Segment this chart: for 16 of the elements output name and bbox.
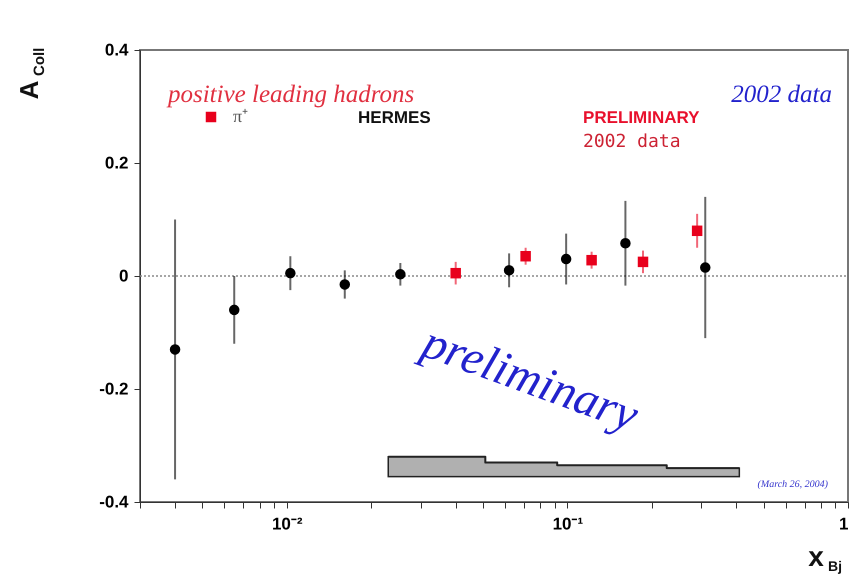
x-tick-label: 10⁻²	[272, 514, 303, 534]
y-tick-label: -0.4	[99, 492, 130, 512]
y-axis-title: AColl	[14, 48, 48, 100]
x-tick-label: 10⁻¹	[552, 514, 584, 534]
annotation: (March 26, 2004)	[758, 479, 829, 490]
y-tick-label: 0.2	[104, 154, 128, 172]
y-tick-label: 0.4	[104, 40, 130, 60]
annotation: PRELIMINARY	[583, 108, 700, 127]
x-tick-label: 1	[839, 514, 848, 534]
annotation: 2002 data	[731, 81, 832, 108]
annotation: 2002 data	[583, 131, 681, 152]
annotation: positive leading hadrons	[166, 81, 414, 108]
y-tick-label: -0.2	[99, 380, 128, 398]
legend-label: π⁺	[233, 106, 248, 126]
annotation: HERMES	[358, 108, 431, 127]
y-tick-label: 0	[119, 266, 128, 286]
